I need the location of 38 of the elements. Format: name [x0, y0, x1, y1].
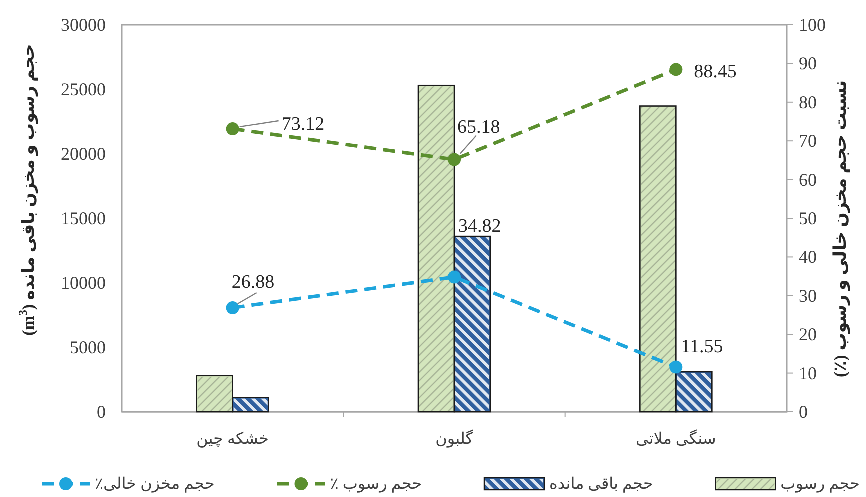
- y2-tick-label: 80: [799, 92, 817, 112]
- y-tick-label: 25000: [61, 80, 106, 100]
- y2-tick-label: 60: [799, 170, 817, 190]
- legend-label: حجم رسوب ٪: [330, 476, 422, 493]
- point: [226, 122, 240, 136]
- point: [670, 360, 683, 374]
- y2-tick-label: 20: [799, 324, 817, 345]
- x-tick-label: خشکه چین: [196, 431, 270, 448]
- data-label: 26.88: [232, 272, 275, 293]
- data-label: 65.18: [458, 116, 500, 138]
- y2-tick-label: 90: [799, 54, 817, 74]
- y2-tick-label: 0: [799, 402, 808, 422]
- y2-tick-label: 30: [799, 286, 817, 306]
- point: [448, 153, 461, 166]
- y-tick-label: 30000: [61, 15, 106, 35]
- y-tick-label: 5000: [70, 338, 106, 358]
- data-label: 11.55: [681, 336, 724, 358]
- legend-label: حجم باقی مانده: [549, 476, 654, 493]
- y-tick-label: 10000: [61, 273, 106, 293]
- y2-tick-label: 70: [799, 131, 817, 152]
- y2-tick-label: 100: [799, 15, 826, 35]
- y-tick-label: 0: [97, 402, 106, 422]
- point: [448, 270, 461, 284]
- x-tick-label: گلبون: [436, 429, 474, 448]
- x-tick-label: سنگی ملاتی: [636, 429, 716, 448]
- y2-tick-label: 50: [799, 208, 817, 228]
- legend-label: حجم رسوب: [780, 476, 860, 493]
- y-tick-label: 20000: [61, 144, 106, 164]
- legend-label: حجم مخزن خالی٪: [95, 476, 215, 493]
- y2-tick-label: 10: [799, 363, 817, 384]
- point: [670, 63, 683, 76]
- data-label: 34.82: [458, 216, 502, 238]
- data-label: 88.45: [694, 62, 737, 83]
- y2-axis-title: نسبت حجم مخزن خالی و رسوب (٪): [830, 80, 851, 378]
- y-tick-label: 15000: [61, 208, 106, 228]
- y2-tick-label: 40: [799, 247, 817, 268]
- point: [226, 301, 240, 314]
- data-label: 73.12: [282, 114, 325, 136]
